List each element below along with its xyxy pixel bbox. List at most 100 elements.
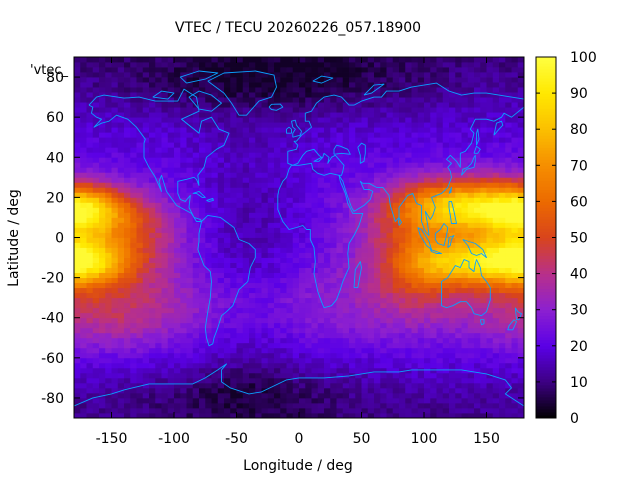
heat-cell bbox=[99, 252, 106, 258]
heat-cell bbox=[330, 347, 337, 354]
heat-cell bbox=[317, 327, 325, 334]
heat-cell bbox=[261, 407, 269, 414]
heat-cell bbox=[74, 202, 81, 208]
heat-cell bbox=[105, 387, 112, 394]
heat-cell bbox=[330, 387, 337, 394]
heat-cell bbox=[430, 232, 437, 238]
heat-cell bbox=[192, 187, 200, 193]
heat-cell bbox=[467, 302, 475, 309]
heat-cell bbox=[286, 347, 294, 354]
heat-cell bbox=[130, 222, 137, 228]
heat-cell bbox=[461, 412, 469, 418]
heat-cell bbox=[74, 292, 81, 299]
heat-cell bbox=[211, 117, 219, 123]
heat-cell bbox=[405, 82, 412, 88]
heat-cell bbox=[336, 262, 344, 268]
heat-cell bbox=[430, 357, 437, 364]
heat-cell bbox=[274, 77, 281, 83]
heat-cell bbox=[330, 157, 337, 163]
heat-cell bbox=[499, 167, 506, 173]
heat-cell bbox=[474, 407, 481, 414]
heat-cell bbox=[99, 112, 106, 118]
heat-cell bbox=[211, 372, 219, 379]
heat-cell bbox=[461, 152, 469, 158]
heat-cell bbox=[86, 402, 94, 409]
heat-cell bbox=[417, 287, 425, 294]
heat-cell bbox=[336, 192, 344, 198]
heat-cell bbox=[436, 252, 444, 258]
heat-cell bbox=[199, 197, 206, 203]
heat-cell bbox=[111, 197, 119, 203]
heat-cell bbox=[92, 337, 100, 344]
heat-cell bbox=[180, 67, 187, 73]
heat-cell bbox=[155, 352, 162, 359]
heat-cell bbox=[417, 332, 425, 339]
heat-cell bbox=[136, 317, 144, 324]
heat-cell bbox=[380, 137, 387, 143]
heat-cell bbox=[349, 317, 356, 324]
heat-cell bbox=[317, 137, 325, 143]
heat-cell bbox=[92, 257, 100, 263]
heat-cell bbox=[199, 282, 206, 289]
heat-cell bbox=[211, 67, 219, 73]
heat-cell bbox=[436, 362, 444, 369]
heat-cell bbox=[274, 392, 281, 399]
heat-cell bbox=[442, 102, 450, 108]
heat-cell bbox=[392, 82, 400, 88]
heat-cell bbox=[142, 212, 150, 218]
heat-cell bbox=[199, 377, 206, 384]
heat-cell bbox=[167, 82, 175, 88]
heat-cell bbox=[180, 162, 187, 168]
heat-cell bbox=[374, 147, 381, 153]
heat-cell bbox=[280, 107, 287, 113]
heat-cell bbox=[136, 102, 144, 108]
heat-cell bbox=[492, 152, 500, 158]
heat-cell bbox=[236, 82, 244, 88]
heat-cell bbox=[467, 347, 475, 354]
heat-cell bbox=[324, 112, 331, 118]
heat-cell bbox=[161, 162, 169, 168]
heat-cell bbox=[355, 382, 362, 389]
heat-cell bbox=[330, 212, 337, 218]
heat-cell bbox=[317, 162, 325, 168]
heat-cell bbox=[386, 262, 394, 268]
heat-cell bbox=[405, 382, 412, 389]
heat-cell bbox=[505, 407, 512, 414]
heat-cell bbox=[167, 147, 175, 153]
heat-cell bbox=[342, 387, 350, 394]
heat-cell bbox=[336, 77, 344, 83]
heat-cell bbox=[242, 322, 250, 329]
heat-cell bbox=[274, 302, 281, 309]
heat-cell bbox=[192, 302, 200, 309]
heat-cell bbox=[180, 352, 187, 359]
heat-cell bbox=[492, 342, 500, 349]
heat-cell bbox=[311, 282, 319, 289]
heat-cell bbox=[317, 332, 325, 339]
heat-cell bbox=[117, 152, 125, 158]
heat-cell bbox=[255, 272, 262, 279]
heat-cell bbox=[167, 272, 175, 279]
heat-cell bbox=[311, 232, 319, 238]
heat-cell bbox=[286, 182, 294, 188]
heat-cell bbox=[111, 217, 119, 223]
heat-cell bbox=[311, 317, 319, 324]
heat-cell bbox=[167, 107, 175, 113]
heat-cell bbox=[399, 77, 406, 83]
heat-cell bbox=[330, 142, 337, 148]
heat-cell bbox=[192, 197, 200, 203]
heat-cell bbox=[330, 152, 337, 158]
heat-cell bbox=[492, 227, 500, 233]
heat-cell bbox=[517, 267, 524, 273]
heat-cell bbox=[230, 412, 237, 418]
heat-cell bbox=[155, 367, 162, 374]
heat-cell bbox=[249, 122, 256, 128]
heat-cell bbox=[211, 222, 219, 228]
heat-cell bbox=[405, 292, 412, 299]
heat-cell bbox=[430, 347, 437, 354]
heat-cell bbox=[342, 377, 350, 384]
heat-cell bbox=[392, 182, 400, 188]
heat-cell bbox=[86, 117, 94, 123]
heat-cell bbox=[411, 247, 419, 253]
heat-cell bbox=[349, 162, 356, 168]
heat-cell bbox=[355, 252, 362, 258]
